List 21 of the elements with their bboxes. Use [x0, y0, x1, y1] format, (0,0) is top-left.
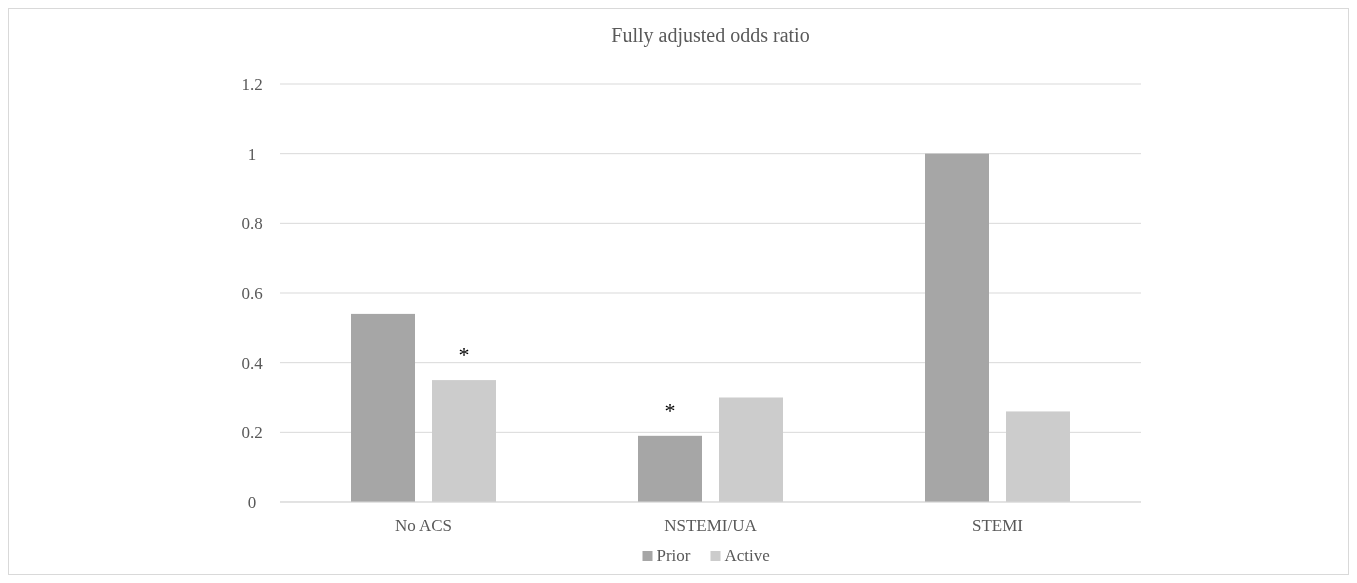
legend-label: Prior: [656, 546, 691, 565]
bar: [351, 313, 415, 502]
bar: [432, 380, 496, 502]
chart-title: Fully adjusted odds ratio: [611, 24, 810, 47]
x-tick-label: No ACS: [394, 516, 453, 535]
bar: [1006, 411, 1070, 502]
annotation: *: [664, 397, 676, 423]
legend-label: Active: [724, 546, 770, 565]
y-tick-label: 0.8: [241, 214, 263, 234]
bar: [638, 435, 702, 502]
y-tick-label: 1.2: [241, 75, 263, 94]
y-tick-label: 0: [247, 493, 257, 512]
y-tick-label: 1: [247, 144, 257, 164]
annotation: *: [458, 342, 470, 368]
bar: [719, 397, 783, 502]
bar: [925, 153, 989, 502]
y-tick-label: 0.6: [241, 284, 263, 303]
y-tick-label: 0.4: [241, 353, 264, 373]
x-tick-label: NSTEMI/UA: [664, 516, 758, 535]
y-tick-label: 0.2: [241, 423, 263, 443]
x-tick-label: STEMI: [972, 516, 1024, 535]
